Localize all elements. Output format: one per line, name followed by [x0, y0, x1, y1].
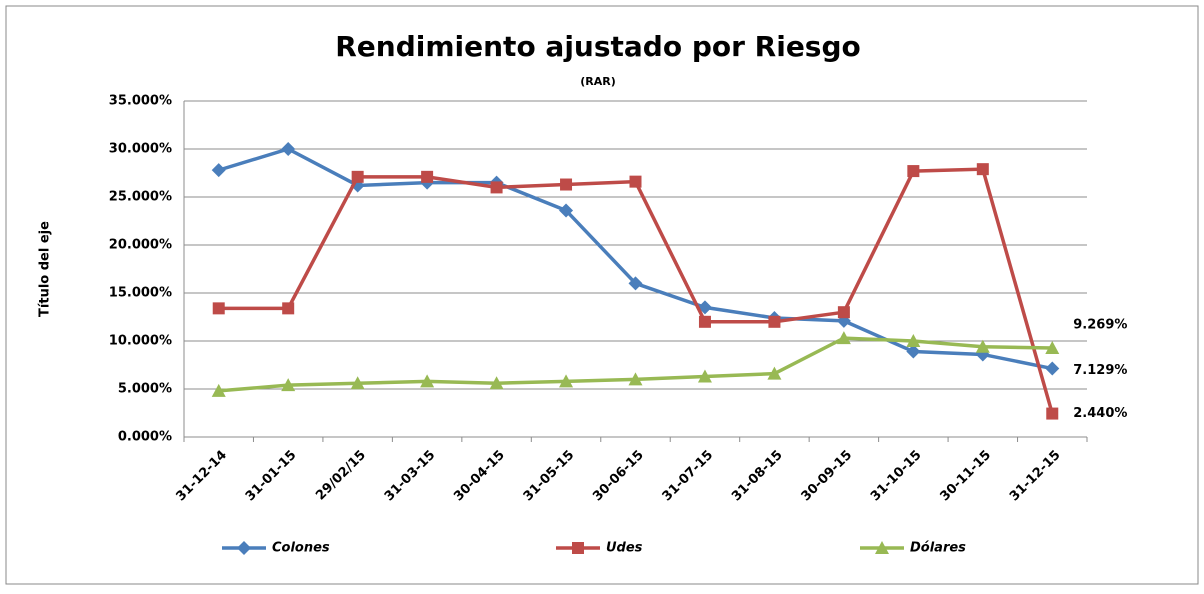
marker [767, 366, 782, 380]
marker [281, 378, 296, 392]
marker [211, 163, 226, 178]
marker [560, 178, 573, 191]
marker [1045, 341, 1060, 355]
marker [489, 376, 504, 390]
y-tick-label: 15.000% [109, 286, 172, 301]
marker [350, 376, 365, 390]
marker [282, 302, 295, 315]
marker [907, 165, 920, 178]
y-tick-label: 30.000% [109, 142, 172, 157]
y-tick-label: 20.000% [109, 238, 172, 253]
data-label: 7.129% [1073, 363, 1127, 378]
marker [836, 331, 851, 345]
marker [768, 315, 781, 328]
marker [421, 170, 434, 183]
marker [420, 374, 435, 388]
marker [237, 541, 251, 555]
y-tick-label: 0.000% [118, 430, 172, 445]
marker [572, 542, 584, 554]
marker [559, 374, 574, 388]
y-tick-label: 35.000% [109, 94, 172, 109]
y-tick-label: 10.000% [109, 334, 172, 349]
chart-title: Rendimiento ajustado por Riesgo [335, 30, 861, 63]
data-label: 9.269% [1073, 318, 1127, 333]
chart-border [5, 5, 1199, 585]
marker [559, 203, 574, 218]
marker [351, 170, 364, 183]
chart-subtitle: (RAR) [580, 75, 616, 88]
marker [875, 541, 889, 554]
marker [212, 302, 225, 315]
marker [837, 306, 850, 319]
marker [628, 372, 643, 386]
marker [1045, 361, 1060, 376]
marker [975, 339, 990, 353]
marker [697, 369, 712, 383]
marker [211, 383, 226, 397]
y-tick-label: 5.000% [118, 382, 172, 397]
marker [976, 163, 989, 176]
data-label: 2.440% [1073, 406, 1127, 421]
marker [281, 142, 296, 156]
legend-label: Dólares [910, 541, 966, 556]
marker [628, 276, 643, 291]
marker [698, 315, 711, 328]
marker [1046, 407, 1059, 420]
marker [906, 344, 921, 359]
y-axis-title: Título del eje [38, 221, 53, 317]
legend-label: Udes [606, 541, 643, 556]
marker [906, 334, 921, 347]
marker [629, 175, 642, 188]
marker [490, 181, 503, 194]
y-tick-label: 25.000% [109, 190, 172, 205]
legend-label: Colones [272, 541, 330, 556]
